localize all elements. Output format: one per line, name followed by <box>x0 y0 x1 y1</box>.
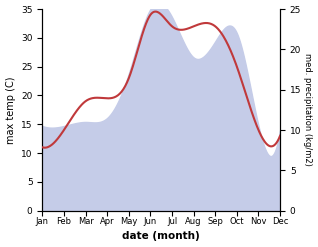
X-axis label: date (month): date (month) <box>122 231 200 242</box>
Y-axis label: max temp (C): max temp (C) <box>5 76 16 144</box>
Y-axis label: med. precipitation (kg/m2): med. precipitation (kg/m2) <box>303 53 313 166</box>
